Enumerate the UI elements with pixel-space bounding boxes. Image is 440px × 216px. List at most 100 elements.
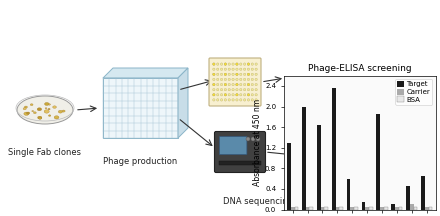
Circle shape bbox=[216, 78, 219, 81]
Circle shape bbox=[247, 73, 249, 76]
Bar bbox=[384, 207, 388, 210]
Circle shape bbox=[213, 73, 215, 76]
Circle shape bbox=[220, 63, 223, 65]
Circle shape bbox=[213, 94, 215, 96]
Circle shape bbox=[236, 99, 238, 101]
Circle shape bbox=[220, 78, 223, 81]
Bar bbox=[339, 207, 343, 210]
Circle shape bbox=[213, 78, 215, 81]
Circle shape bbox=[224, 68, 227, 70]
Bar bbox=[369, 207, 373, 210]
Y-axis label: Absorbance at 450 nm: Absorbance at 450 nm bbox=[253, 99, 262, 186]
Ellipse shape bbox=[33, 112, 37, 114]
Circle shape bbox=[224, 73, 227, 76]
Bar bbox=[317, 125, 321, 210]
FancyBboxPatch shape bbox=[209, 58, 261, 106]
Bar bbox=[306, 207, 309, 210]
Circle shape bbox=[247, 73, 249, 76]
Circle shape bbox=[243, 68, 246, 70]
Circle shape bbox=[220, 68, 223, 70]
Circle shape bbox=[243, 63, 246, 65]
Polygon shape bbox=[178, 68, 188, 138]
Circle shape bbox=[220, 73, 223, 76]
Circle shape bbox=[255, 83, 257, 86]
Circle shape bbox=[213, 99, 215, 101]
Ellipse shape bbox=[37, 108, 42, 111]
FancyBboxPatch shape bbox=[318, 125, 378, 167]
Bar bbox=[421, 176, 425, 210]
Circle shape bbox=[243, 73, 246, 76]
Bar bbox=[429, 207, 432, 210]
Circle shape bbox=[224, 94, 227, 96]
Circle shape bbox=[239, 89, 242, 91]
Circle shape bbox=[228, 94, 231, 96]
Circle shape bbox=[247, 99, 249, 101]
Circle shape bbox=[224, 73, 227, 76]
Circle shape bbox=[213, 83, 215, 86]
Circle shape bbox=[246, 137, 250, 141]
Ellipse shape bbox=[58, 110, 62, 113]
Circle shape bbox=[236, 73, 238, 76]
Text: Single Fab clones: Single Fab clones bbox=[8, 148, 81, 157]
Bar bbox=[336, 207, 339, 210]
Bar bbox=[347, 179, 350, 210]
Circle shape bbox=[224, 89, 227, 91]
Circle shape bbox=[255, 99, 257, 101]
Circle shape bbox=[228, 89, 231, 91]
Circle shape bbox=[232, 94, 234, 96]
Ellipse shape bbox=[37, 116, 42, 119]
Circle shape bbox=[236, 89, 238, 91]
Circle shape bbox=[224, 99, 227, 101]
Circle shape bbox=[239, 63, 242, 65]
Circle shape bbox=[228, 73, 231, 76]
Circle shape bbox=[216, 99, 219, 101]
Circle shape bbox=[224, 83, 227, 86]
Circle shape bbox=[239, 78, 242, 81]
Bar bbox=[395, 207, 399, 210]
Circle shape bbox=[255, 94, 257, 96]
Circle shape bbox=[213, 68, 215, 70]
Circle shape bbox=[224, 63, 227, 65]
Ellipse shape bbox=[32, 111, 34, 112]
Circle shape bbox=[232, 89, 234, 91]
Circle shape bbox=[255, 63, 257, 65]
Circle shape bbox=[243, 94, 246, 96]
Bar bbox=[377, 114, 380, 210]
Legend: Target, Carrier, BSA: Target, Carrier, BSA bbox=[395, 79, 432, 105]
Circle shape bbox=[251, 94, 253, 96]
Circle shape bbox=[216, 89, 219, 91]
Circle shape bbox=[236, 63, 238, 65]
Circle shape bbox=[236, 63, 238, 65]
Circle shape bbox=[239, 68, 242, 70]
Circle shape bbox=[224, 94, 227, 96]
Bar bbox=[219, 161, 261, 165]
Circle shape bbox=[251, 78, 253, 81]
Circle shape bbox=[251, 99, 253, 101]
Circle shape bbox=[216, 73, 219, 76]
Circle shape bbox=[232, 68, 234, 70]
FancyBboxPatch shape bbox=[314, 128, 374, 170]
Circle shape bbox=[255, 78, 257, 81]
Bar bbox=[410, 204, 414, 210]
Ellipse shape bbox=[62, 110, 65, 112]
Circle shape bbox=[236, 94, 238, 96]
Circle shape bbox=[255, 89, 257, 91]
Circle shape bbox=[213, 63, 215, 65]
Circle shape bbox=[224, 63, 227, 65]
Circle shape bbox=[236, 78, 238, 81]
Text: DNA sequencing of target-specific clones: DNA sequencing of target-specific clones bbox=[223, 197, 397, 206]
FancyBboxPatch shape bbox=[220, 137, 247, 155]
Bar bbox=[332, 89, 336, 210]
Bar bbox=[354, 207, 358, 210]
Circle shape bbox=[247, 94, 249, 96]
Bar bbox=[365, 207, 369, 210]
Circle shape bbox=[236, 68, 238, 70]
FancyBboxPatch shape bbox=[310, 131, 370, 173]
Circle shape bbox=[224, 78, 227, 81]
Title: Phage-ELISA screening: Phage-ELISA screening bbox=[308, 64, 411, 73]
Circle shape bbox=[232, 83, 234, 86]
Bar bbox=[321, 207, 324, 210]
Circle shape bbox=[228, 68, 231, 70]
Ellipse shape bbox=[26, 112, 30, 114]
Circle shape bbox=[228, 63, 231, 65]
